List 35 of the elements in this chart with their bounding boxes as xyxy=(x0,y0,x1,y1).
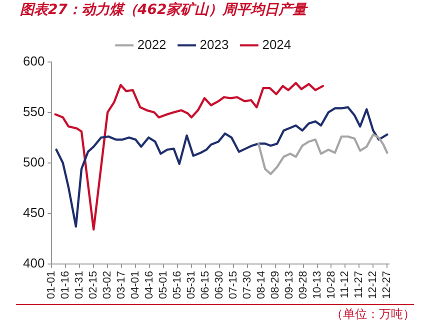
x-tick-label: 01-31 xyxy=(74,270,86,300)
y-tick-label: 500 xyxy=(22,154,45,170)
x-tick-label: 03-02 xyxy=(102,270,114,300)
legend-label: 2023 xyxy=(200,36,229,52)
x-tick-label: 01-16 xyxy=(60,270,72,300)
x-tick-label: 06-30 xyxy=(213,270,226,300)
y-tick-label: 400 xyxy=(22,255,45,270)
x-tick-label: 10-28 xyxy=(325,270,338,300)
x-tick-label: 07-15 xyxy=(227,270,240,300)
text: （单位：万吨） xyxy=(331,306,415,323)
x-tick-label: 11-12 xyxy=(339,270,352,298)
x-tick-label: 11-27 xyxy=(353,270,366,298)
x-tick-label: 09-28 xyxy=(297,270,310,300)
y-tick-label: 550 xyxy=(22,104,45,119)
x-tick-label: 09-13 xyxy=(283,270,296,300)
x-tick-label: 06-15 xyxy=(199,270,212,300)
x-tick-label: 05-16 xyxy=(172,270,184,300)
x-tick-label: 10-13 xyxy=(311,270,324,300)
x-tick-label: 04-16 xyxy=(144,270,156,300)
legend-label: 2022 xyxy=(137,36,166,52)
x-tick-label: 08-14 xyxy=(255,270,268,300)
x-tick-label: 01-01 xyxy=(46,270,58,300)
legend-label: 2024 xyxy=(262,36,292,52)
x-tick-label: 12-12 xyxy=(367,270,380,300)
x-tick-label: 12-27 xyxy=(381,270,394,300)
x-tick-label: 07-30 xyxy=(241,270,254,300)
y-tick-label: 600 xyxy=(22,53,45,68)
y-tick-label: 450 xyxy=(22,204,45,220)
x-tick-label: 05-01 xyxy=(158,270,170,300)
x-tick-label: 03-17 xyxy=(116,270,128,300)
x-tick-label: 04-01 xyxy=(130,270,142,300)
chart-title: 图表27：动力煤（462家矿山）周平均日产量 xyxy=(20,1,309,18)
x-tick-label: 05-31 xyxy=(185,270,198,300)
x-tick-label: 02-15 xyxy=(88,270,100,300)
x-tick-label: 08-29 xyxy=(269,270,282,300)
